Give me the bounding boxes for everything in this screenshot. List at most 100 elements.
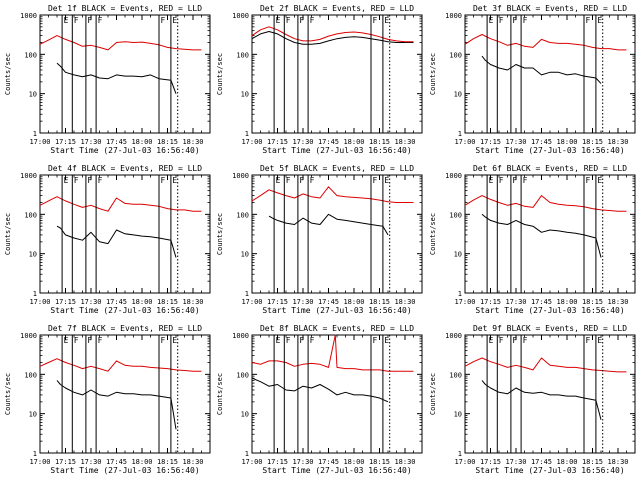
x-tick-label: 17:30 <box>292 458 313 466</box>
flag-label: F <box>523 16 528 25</box>
y-tick-label: 10 <box>29 91 37 99</box>
flag-label: F <box>299 176 304 185</box>
series-lld-line <box>251 26 414 43</box>
x-tick-label: 17:15 <box>55 298 76 306</box>
flag-label: E <box>64 336 69 345</box>
y-tick-label: 1 <box>245 450 249 458</box>
x-tick-label: 18:15 <box>157 138 178 146</box>
x-tick-label: 18:30 <box>394 138 415 146</box>
x-tick-label: 18:15 <box>369 138 390 146</box>
flag-label: F <box>286 336 291 345</box>
x-tick-label: 17:45 <box>318 138 339 146</box>
x-tick-label: 17:00 <box>29 138 50 146</box>
chart-panel-2: Det 2f BLACK = Events, RED = LLD Counts/s… <box>216 4 423 155</box>
flag-label: F <box>286 16 291 25</box>
y-tick-label: 10 <box>29 251 37 259</box>
x-axis-label: Start Time (27-Jul-03 16:56:40) <box>262 306 411 315</box>
flag-label: E <box>64 16 69 25</box>
y-tick-label: 1000 <box>20 172 37 180</box>
x-tick-label: 17:15 <box>480 458 501 466</box>
flag-label: F <box>299 336 304 345</box>
series-lld-line <box>464 357 627 373</box>
flag-label: F <box>98 16 103 25</box>
x-tick-label: 18:15 <box>582 458 603 466</box>
y-tick-label: 100 <box>449 371 462 379</box>
flag-label: F <box>373 336 378 345</box>
x-tick-label: 18:00 <box>556 458 577 466</box>
series-events-line <box>56 380 177 430</box>
series-events-line <box>251 377 389 403</box>
flag-label: E <box>597 176 602 185</box>
chart-panel-6: Det 6f BLACK = Events, RED = LLD Counts/s… <box>429 164 636 315</box>
x-tick-label: 17:00 <box>241 298 262 306</box>
flag-label: E <box>384 16 389 25</box>
x-axis-label: Start Time (27-Jul-03 16:56:40) <box>50 466 199 475</box>
x-tick-label: 18:00 <box>131 458 152 466</box>
y-tick-label: 100 <box>449 51 462 59</box>
y-axis-label: Counts/sec <box>4 53 12 95</box>
y-axis-label: Counts/sec <box>4 373 12 415</box>
flag-label: E <box>597 16 602 25</box>
flag-label: E <box>276 336 281 345</box>
y-tick-label: 10 <box>454 251 462 259</box>
flag-label: E <box>172 16 177 25</box>
chart-title: Det 7f BLACK = Events, RED = LLD <box>48 324 202 333</box>
x-tick-label: 18:00 <box>343 458 364 466</box>
y-tick-label: 1 <box>458 290 462 298</box>
y-axis-label: Counts/sec <box>216 373 224 415</box>
flag-label: E <box>172 336 177 345</box>
y-tick-label: 1 <box>458 450 462 458</box>
y-axis-label: Counts/sec <box>216 213 224 255</box>
x-tick-label: 17:00 <box>29 298 50 306</box>
y-tick-label: 1 <box>245 290 249 298</box>
chart-panel-3: Det 3f BLACK = Events, RED = LLD Counts/s… <box>429 4 636 155</box>
x-tick-label: 17:45 <box>531 138 552 146</box>
flag-label: F <box>523 176 528 185</box>
x-tick-label: 17:15 <box>55 138 76 146</box>
y-tick-label: 1 <box>33 290 37 298</box>
flag-label: F <box>499 16 504 25</box>
flag-label: F <box>499 176 504 185</box>
series-events-line <box>251 31 414 45</box>
y-tick-label: 10 <box>454 91 462 99</box>
x-tick-label: 18:30 <box>394 298 415 306</box>
flag-label: E <box>384 176 389 185</box>
y-tick-label: 1000 <box>232 172 249 180</box>
x-tick-label: 17:15 <box>267 298 288 306</box>
chart-panel-7: Det 7f BLACK = Events, RED = LLD Counts/s… <box>4 324 211 475</box>
y-tick-label: 1 <box>458 130 462 138</box>
x-tick-label: 17:30 <box>292 138 313 146</box>
series-events-line <box>56 225 177 258</box>
x-tick-label: 17:15 <box>55 458 76 466</box>
y-tick-label: 100 <box>236 211 249 219</box>
flag-label: F <box>161 16 166 25</box>
series-events-line <box>56 62 177 94</box>
x-axis-label: Start Time (27-Jul-03 16:56:40) <box>475 466 624 475</box>
y-tick-label: 1000 <box>232 12 249 20</box>
x-tick-label: 18:00 <box>556 298 577 306</box>
series-lld-line <box>39 196 202 212</box>
flag-label: F <box>74 16 79 25</box>
series-events-line <box>268 213 389 236</box>
y-tick-label: 1000 <box>20 332 37 340</box>
chart-panel-5: Det 5f BLACK = Events, RED = LLD Counts/s… <box>216 164 423 315</box>
y-tick-label: 10 <box>241 411 249 419</box>
x-tick-label: 17:00 <box>454 298 475 306</box>
x-tick-label: 17:45 <box>531 298 552 306</box>
flag-label: F <box>512 336 517 345</box>
x-tick-label: 18:00 <box>556 138 577 146</box>
flag-label: E <box>597 336 602 345</box>
x-tick-label: 18:00 <box>343 298 364 306</box>
flag-label: F <box>98 176 103 185</box>
x-tick-label: 17:15 <box>267 458 288 466</box>
flag-label: E <box>276 16 281 25</box>
x-tick-label: 18:15 <box>157 298 178 306</box>
series-events-line <box>481 213 602 258</box>
flag-label: F <box>310 176 315 185</box>
x-tick-label: 17:45 <box>531 458 552 466</box>
y-tick-label: 10 <box>241 91 249 99</box>
flag-label: F <box>87 336 92 345</box>
y-tick-label: 10 <box>29 411 37 419</box>
series-lld-line <box>39 358 202 372</box>
